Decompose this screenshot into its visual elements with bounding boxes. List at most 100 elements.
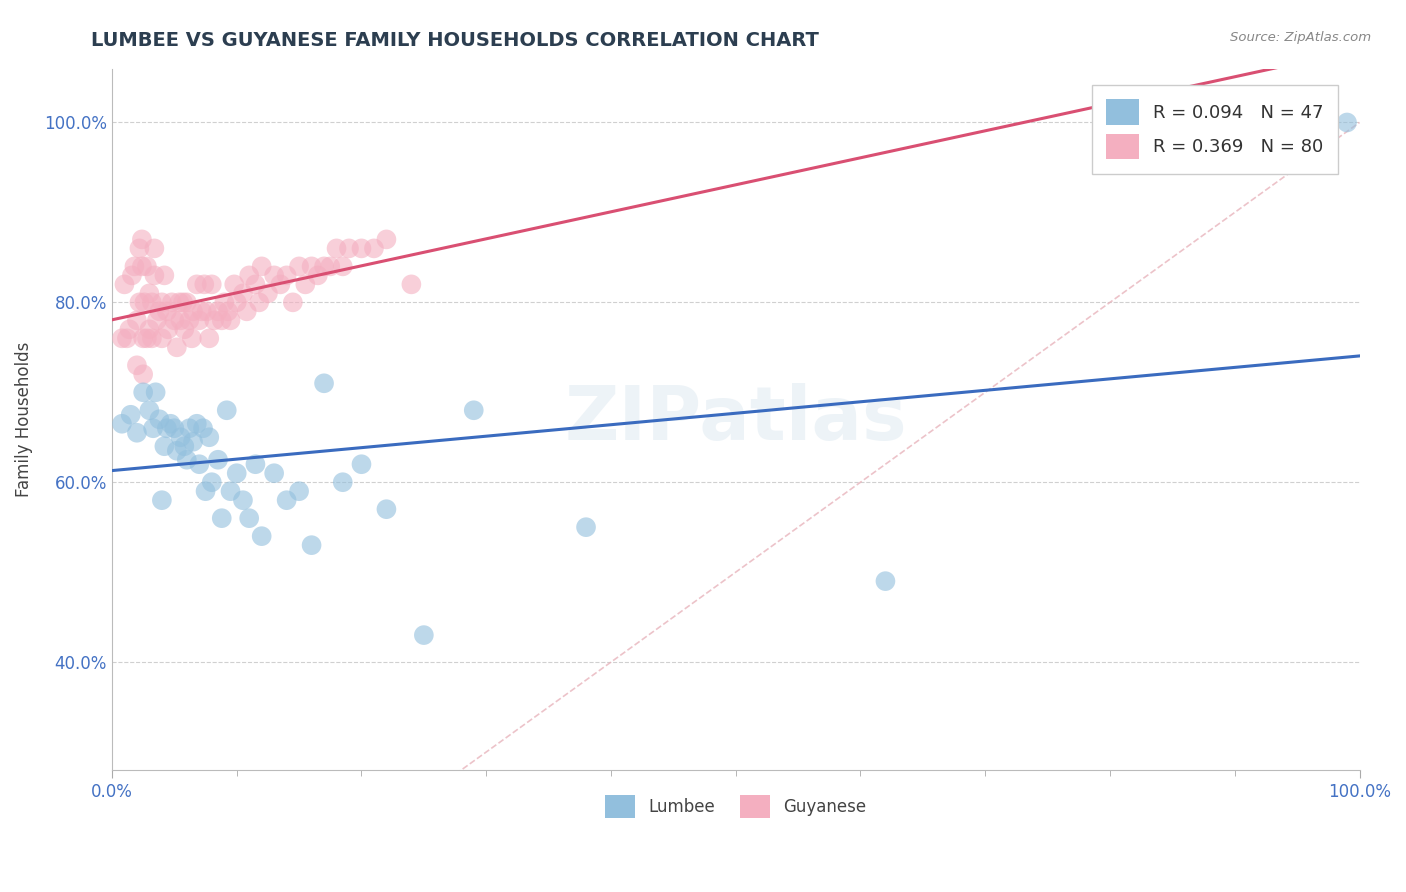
Point (118, 322, 141, 336)
Point (276, 493, 298, 508)
Point (363, 241, 385, 255)
Point (145, 385, 167, 400)
Point (269, 277, 291, 292)
Point (131, 232, 153, 246)
Point (238, 268, 260, 283)
Point (128, 295, 150, 310)
Point (294, 277, 316, 292)
Point (153, 439, 176, 453)
Point (332, 475, 354, 490)
Point (301, 538, 323, 552)
Point (150, 493, 173, 508)
Point (156, 304, 179, 318)
Point (225, 467, 247, 481)
Point (128, 241, 150, 255)
Point (245, 277, 267, 292)
Point (134, 295, 156, 310)
Point (276, 268, 298, 283)
Point (160, 295, 183, 310)
Point (176, 452, 198, 467)
Text: ZIPatlas: ZIPatlas (564, 383, 907, 456)
Point (125, 313, 148, 327)
Point (245, 457, 267, 471)
Point (191, 421, 214, 435)
Point (131, 260, 153, 274)
Point (350, 241, 373, 255)
Legend: Lumbee, Guyanese: Lumbee, Guyanese (599, 788, 873, 825)
Point (201, 475, 224, 490)
Point (146, 313, 169, 327)
Point (188, 457, 211, 471)
Point (125, 359, 148, 373)
Point (132, 385, 155, 400)
Point (179, 313, 201, 327)
Point (207, 452, 229, 467)
Point (412, 628, 434, 642)
Point (114, 277, 136, 292)
Point (217, 304, 239, 318)
Point (191, 304, 214, 318)
Point (148, 304, 170, 318)
Point (235, 304, 257, 318)
Point (238, 511, 260, 525)
Point (138, 286, 160, 301)
Point (153, 268, 176, 283)
Point (148, 412, 170, 426)
Point (288, 484, 311, 499)
Point (181, 304, 204, 318)
Point (180, 331, 202, 345)
Point (307, 268, 329, 283)
Point (232, 493, 254, 508)
Point (281, 295, 304, 310)
Point (143, 268, 166, 283)
Point (337, 241, 360, 255)
Point (124, 260, 146, 274)
Point (1336, 115, 1358, 129)
Point (125, 425, 148, 440)
Point (202, 313, 225, 327)
Point (181, 434, 204, 449)
Point (135, 260, 157, 274)
Point (375, 502, 398, 516)
Point (132, 331, 155, 345)
Point (150, 295, 173, 310)
Point (375, 232, 398, 246)
Point (325, 241, 347, 255)
Point (224, 277, 246, 292)
Point (163, 421, 186, 435)
Point (401, 277, 423, 292)
Point (247, 295, 270, 310)
Point (176, 295, 198, 310)
Point (188, 313, 211, 327)
Text: LUMBEE VS GUYANESE FAMILY HOUSEHOLDS CORRELATION CHART: LUMBEE VS GUYANESE FAMILY HOUSEHOLDS COR… (91, 31, 820, 50)
Point (186, 417, 208, 431)
Point (263, 268, 285, 283)
Point (172, 295, 194, 310)
Point (173, 439, 195, 453)
Point (288, 260, 311, 274)
Point (159, 417, 181, 431)
Point (166, 443, 188, 458)
Point (332, 260, 354, 274)
Point (132, 368, 155, 382)
Point (150, 331, 173, 345)
Point (135, 331, 157, 345)
Point (201, 277, 224, 292)
Point (232, 286, 254, 301)
Point (211, 511, 233, 525)
Point (219, 313, 242, 327)
Point (250, 529, 273, 543)
Point (111, 331, 134, 345)
Point (121, 268, 143, 283)
Point (207, 304, 229, 318)
Point (169, 295, 191, 310)
Point (141, 331, 163, 345)
Point (198, 430, 221, 444)
Point (141, 295, 163, 310)
Point (463, 403, 485, 417)
Point (138, 403, 160, 417)
Point (142, 421, 165, 435)
Point (212, 295, 235, 310)
Point (575, 520, 598, 534)
Point (198, 331, 221, 345)
